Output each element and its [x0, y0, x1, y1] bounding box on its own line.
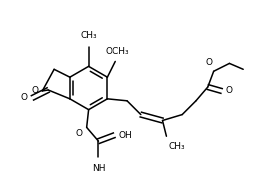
Text: NH: NH: [91, 164, 105, 173]
Text: O: O: [225, 86, 232, 95]
Text: CH₃: CH₃: [80, 31, 97, 40]
Text: OH: OH: [118, 131, 131, 140]
Text: O: O: [31, 86, 38, 95]
Text: OCH₃: OCH₃: [105, 47, 129, 56]
Text: CH₃: CH₃: [168, 142, 184, 151]
Text: O: O: [21, 93, 27, 102]
Text: O: O: [205, 58, 212, 67]
Text: O: O: [75, 129, 82, 138]
